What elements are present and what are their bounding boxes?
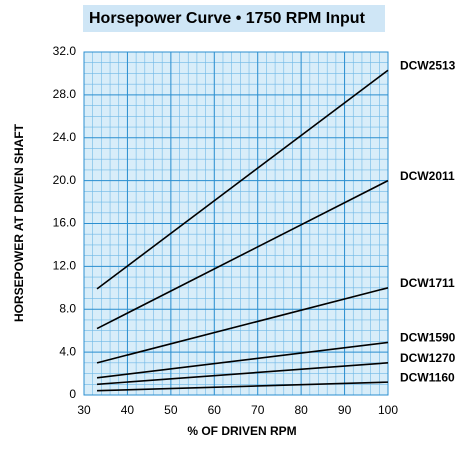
y-tick-label: 4.0: [59, 344, 76, 358]
series-line: [96, 179, 389, 330]
series-label: DCW1590: [400, 331, 456, 345]
x-tick-label: 80: [294, 403, 308, 417]
title-box: [83, 5, 385, 32]
series-line: [97, 381, 389, 392]
series-label: DCW1270: [400, 351, 456, 365]
series-label: DCW1160: [400, 370, 455, 384]
y-tick-label: 20.0: [53, 173, 77, 187]
series-line: [96, 69, 389, 290]
x-tick-label: 100: [378, 403, 398, 417]
series-label: DCW2513: [400, 58, 456, 72]
y-tick-label: 24.0: [53, 130, 77, 144]
series-label: DCW1711: [400, 276, 455, 290]
y-tick-label: 8.0: [59, 301, 76, 315]
x-tick-label: 60: [208, 403, 222, 417]
x-tick-label: 30: [77, 403, 91, 417]
series-line: [96, 287, 389, 364]
series-line: [96, 362, 389, 386]
y-tick-label: 28.0: [53, 87, 77, 101]
x-tick-label: 90: [338, 403, 352, 417]
x-axis-label: % OF DRIVEN RPM: [187, 424, 296, 438]
series-label: DCW2011: [400, 169, 455, 183]
y-axis-label: HORSEPOWER AT DRIVEN SHAFT: [12, 123, 26, 322]
y-tick-label: 16.0: [53, 216, 77, 230]
y-tick-label: 12.0: [53, 259, 77, 273]
y-tick-label: 32.0: [53, 44, 77, 58]
y-tick-label: 0: [69, 387, 76, 401]
x-tick-label: 70: [251, 403, 265, 417]
chart-title: Horsepower Curve • 1750 RPM Input: [89, 10, 366, 27]
plot-border: [83, 51, 389, 396]
series-line: [96, 341, 389, 379]
x-tick-label: 40: [121, 403, 135, 417]
x-tick-label: 50: [164, 403, 178, 417]
